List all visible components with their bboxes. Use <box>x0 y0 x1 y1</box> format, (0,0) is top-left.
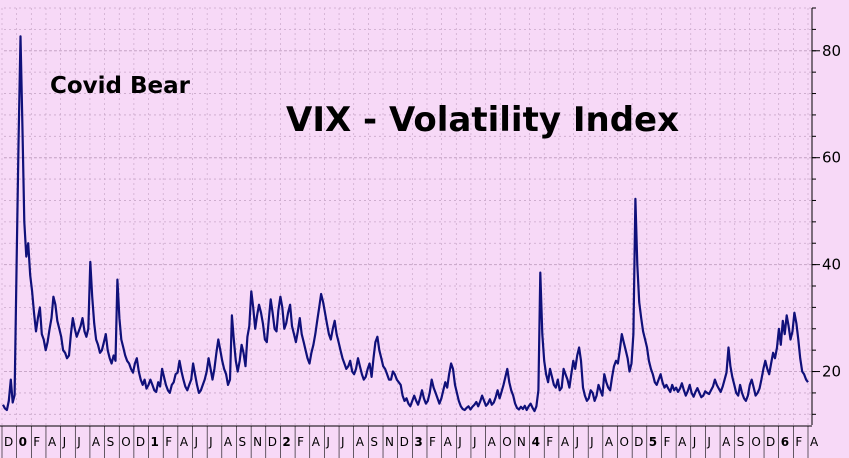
x-month-label: J <box>340 435 345 449</box>
x-month-label: J <box>76 435 81 449</box>
x-month-label: D <box>400 435 409 449</box>
x-month-label: A <box>488 435 497 449</box>
x-month-label: S <box>238 435 246 449</box>
x-month-label: F <box>165 435 172 449</box>
x-month-label: F <box>546 435 553 449</box>
x-month-label: J <box>472 435 477 449</box>
x-month-label: O <box>121 435 130 449</box>
x-year-label: 2 <box>282 435 290 449</box>
y-tick-label: 80 <box>822 42 841 60</box>
x-month-label: D <box>268 435 277 449</box>
x-month-label: A <box>722 435 731 449</box>
y-axis: 20 40 60 80 <box>811 7 841 425</box>
x-month-label: A <box>312 435 321 449</box>
x-month-label: J <box>706 435 711 449</box>
x-month-label: O <box>502 435 511 449</box>
x-month-label: J <box>325 435 330 449</box>
x-month-label: S <box>737 435 745 449</box>
x-month-label: O <box>619 435 628 449</box>
x-month-label: F <box>663 435 670 449</box>
x-year-label: 1 <box>151 435 159 449</box>
x-month-label: A <box>678 435 687 449</box>
x-month-label: J <box>589 435 594 449</box>
x-month-label: F <box>33 435 40 449</box>
x-month-label: A <box>356 435 365 449</box>
x-month-label: F <box>429 435 436 449</box>
x-year-label: 6 <box>781 435 789 449</box>
y-tick-label: 20 <box>822 363 841 381</box>
x-month-label: A <box>605 435 614 449</box>
x-month-label: J <box>62 435 67 449</box>
x-month-label: A <box>224 435 233 449</box>
x-year-label: 5 <box>649 435 657 449</box>
x-month-label: D <box>4 435 13 449</box>
x-month-label: S <box>107 435 115 449</box>
x-month-label: A <box>561 435 570 449</box>
x-month-label: J <box>457 435 462 449</box>
y-tick-label: 40 <box>822 256 841 274</box>
x-year-label: 3 <box>414 435 422 449</box>
vix-series-line <box>2 35 809 413</box>
x-month-label: A <box>810 435 819 449</box>
x-month-label: S <box>370 435 378 449</box>
x-year-label: 0 <box>19 435 27 449</box>
x-month-label: O <box>751 435 760 449</box>
x-month-label: J <box>208 435 213 449</box>
x-month-label: A <box>444 435 453 449</box>
x-month-label: N <box>385 435 394 449</box>
y-tick-label: 60 <box>822 149 841 167</box>
chart-title: VIX - Volatility Index <box>286 100 679 140</box>
x-month-label: J <box>194 435 199 449</box>
x-month-label: D <box>136 435 145 449</box>
x-month-label: F <box>297 435 304 449</box>
x-month-label: N <box>253 435 262 449</box>
x-month-label: A <box>180 435 189 449</box>
x-month-label: A <box>92 435 101 449</box>
x-month-label: J <box>575 435 580 449</box>
x-month-label: N <box>517 435 526 449</box>
x-month-label: A <box>48 435 57 449</box>
x-month-label: D <box>766 435 775 449</box>
covid-bear-annotation: Covid Bear <box>50 73 191 99</box>
x-month-label: D <box>634 435 643 449</box>
x-month-label: J <box>692 435 697 449</box>
x-month-label: F <box>795 435 802 449</box>
x-year-label: 4 <box>532 435 540 449</box>
